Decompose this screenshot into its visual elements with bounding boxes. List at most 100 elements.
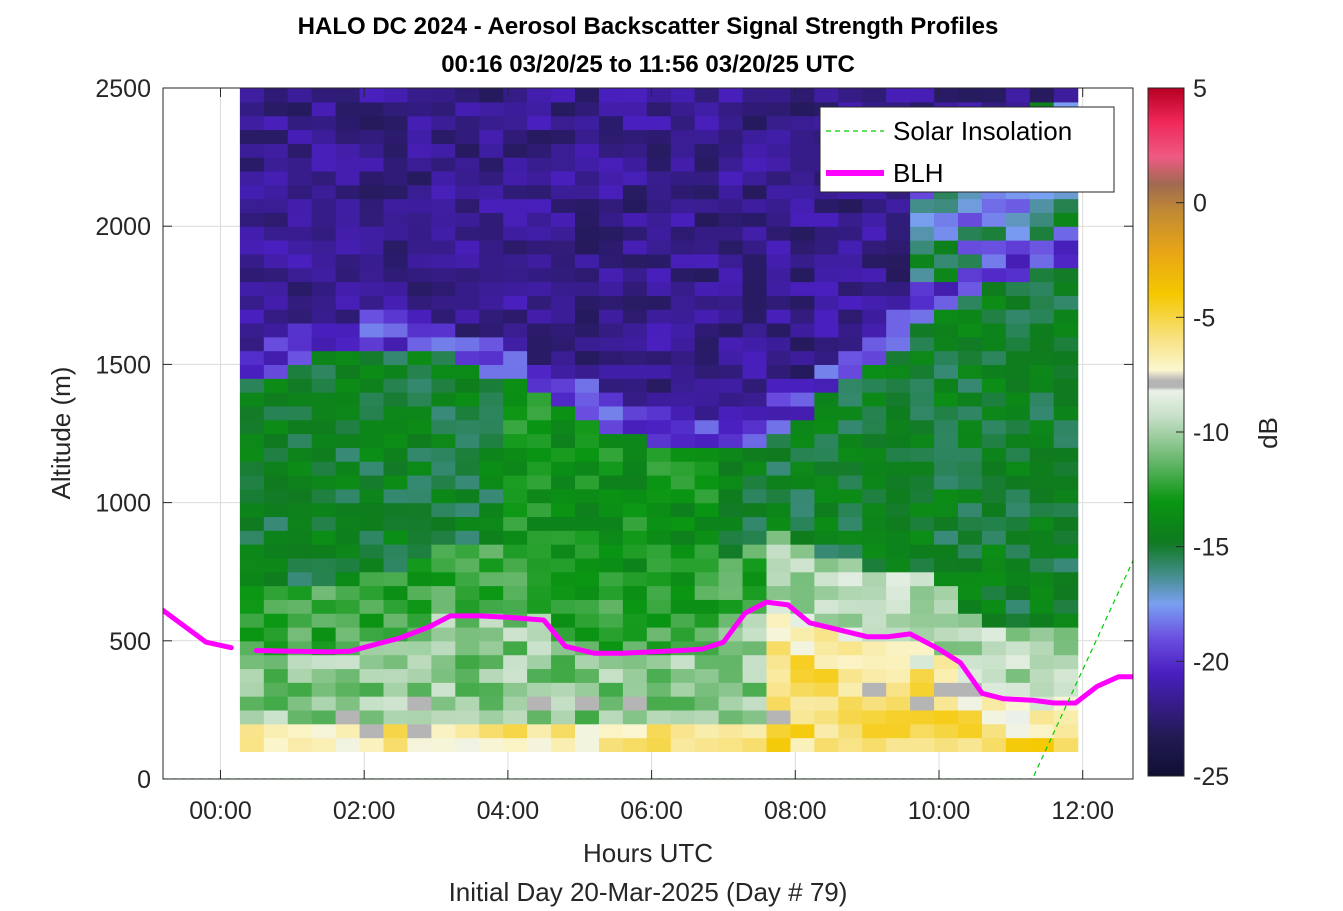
heatmap-cell [311, 723, 337, 739]
heatmap-cell [886, 240, 911, 255]
heatmap-cell [670, 88, 696, 103]
heatmap-cell [359, 502, 385, 518]
heatmap [239, 88, 1079, 752]
heatmap-cell [1029, 267, 1055, 283]
heatmap-cell [335, 723, 361, 739]
heatmap-cell [551, 378, 576, 393]
heatmap-cell [910, 88, 935, 103]
heatmap-cell [742, 571, 768, 587]
heatmap-cell [766, 737, 792, 752]
heatmap-cell [646, 170, 672, 186]
heatmap-cell [335, 240, 361, 255]
heatmap-cell [455, 129, 480, 144]
heatmap-cell [407, 613, 432, 628]
heatmap-cell [934, 696, 959, 711]
heatmap-cell [335, 295, 361, 310]
heatmap-cell [694, 571, 720, 587]
heatmap-cell [335, 599, 361, 614]
heatmap-cell [551, 184, 576, 200]
heatmap-cell [910, 709, 935, 725]
heatmap-cell [551, 544, 576, 559]
heatmap-cell [479, 557, 504, 573]
heatmap-cell [431, 336, 456, 352]
heatmap-cell [551, 240, 576, 255]
heatmap-cell [335, 461, 361, 476]
heatmap-cell [910, 378, 935, 393]
heatmap-cell [575, 530, 600, 545]
heatmap-cell [335, 557, 361, 573]
heatmap-cell [790, 267, 815, 283]
heatmap-cell [957, 295, 983, 310]
heatmap-cell [886, 668, 911, 683]
heatmap-cell [718, 461, 744, 476]
heatmap-cell [957, 585, 983, 600]
heatmap-cell [694, 544, 720, 559]
heatmap-cell [1005, 571, 1031, 587]
heatmap-cell [359, 530, 385, 545]
heatmap-cell [766, 253, 792, 269]
heatmap-cell [383, 405, 409, 421]
heatmap-cell [838, 281, 863, 296]
heatmap-cell [527, 696, 552, 711]
heatmap-cell [479, 405, 504, 421]
heatmap-cell [455, 253, 480, 269]
heatmap-cell [527, 143, 552, 158]
heatmap-cell [551, 322, 576, 338]
heatmap-cell [383, 723, 409, 739]
heatmap-cell [527, 530, 552, 545]
heatmap-cell [455, 405, 480, 421]
heatmap-cell [479, 737, 504, 752]
heatmap-cell [503, 143, 528, 158]
heatmap-cell [263, 143, 289, 158]
heatmap-cell [957, 709, 983, 725]
x-tick-label: 10:00 [908, 797, 971, 825]
heatmap-cell [359, 405, 385, 421]
heatmap-cell [694, 585, 720, 600]
heatmap-cell [886, 405, 911, 421]
heatmap-cell [311, 336, 337, 352]
heatmap-cell [1053, 599, 1079, 614]
heatmap-cell [455, 530, 480, 545]
heatmap-cell [598, 88, 624, 103]
heatmap-cell [622, 461, 648, 476]
heatmap-cell [742, 433, 768, 448]
heatmap-cell [957, 544, 983, 559]
heatmap-cell [718, 170, 744, 186]
heatmap-cell [790, 309, 815, 324]
heatmap-cell [622, 170, 648, 186]
heatmap-cell [718, 682, 744, 697]
colorbar-tick-label: -10 [1193, 419, 1229, 447]
heatmap-cell [383, 668, 409, 683]
heatmap-cell [957, 447, 983, 462]
heatmap-cell [622, 405, 648, 421]
heatmap-cell [838, 461, 863, 476]
heatmap-cell [622, 613, 648, 628]
heatmap-cell [479, 88, 504, 103]
heatmap-cell [766, 585, 792, 600]
heatmap-cell [359, 336, 385, 352]
heatmap-cell [1053, 322, 1079, 338]
heatmap-cell [431, 461, 456, 476]
heatmap-cell [455, 336, 480, 352]
heatmap-cell [742, 723, 768, 739]
heatmap-cell [575, 668, 600, 683]
heatmap-cell [479, 267, 504, 283]
heatmap-cell [862, 613, 887, 628]
heatmap-cell [359, 295, 385, 310]
heatmap-cell [1005, 682, 1031, 697]
heatmap-cell [431, 737, 456, 752]
heatmap-cell [575, 544, 600, 559]
heatmap-cell [503, 654, 528, 670]
heatmap-cell [551, 488, 576, 504]
heatmap-cell [814, 737, 839, 752]
heatmap-cell [263, 281, 289, 296]
heatmap-cell [503, 184, 528, 200]
x-tick-label: 12:00 [1051, 797, 1114, 825]
heatmap-cell [407, 585, 432, 600]
heatmap-cell [694, 364, 720, 379]
heatmap-cell [646, 364, 672, 379]
heatmap-cell [287, 392, 313, 407]
heatmap-cell [503, 170, 528, 186]
heatmap-cell [862, 571, 887, 587]
heatmap-cell [263, 737, 289, 752]
